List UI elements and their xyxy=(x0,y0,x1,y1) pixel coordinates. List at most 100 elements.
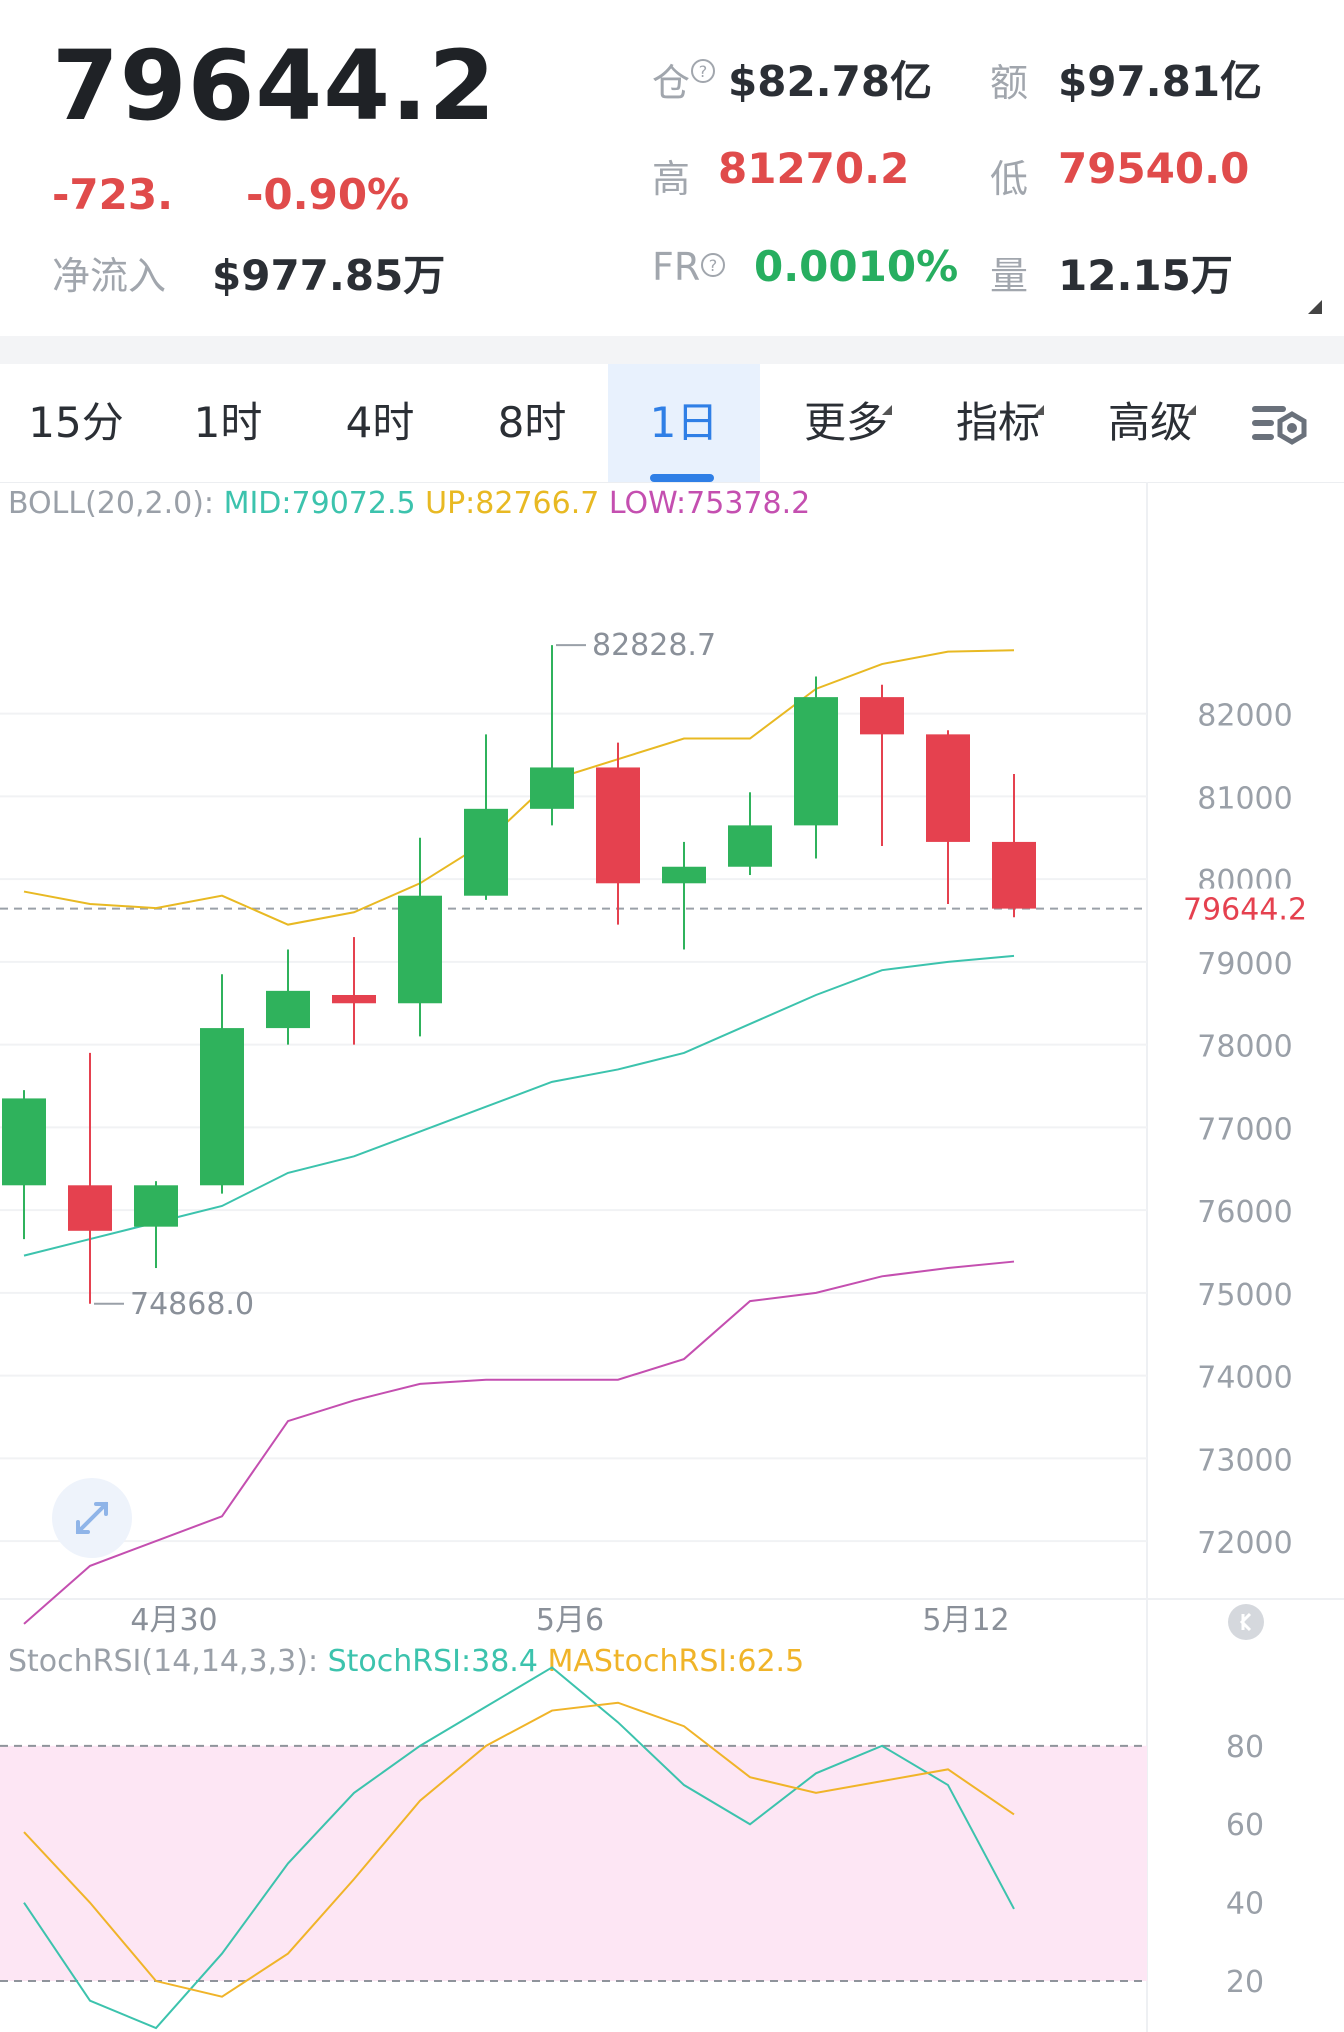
y-tick-label: 78000 xyxy=(1197,1030,1292,1065)
collapse-corner-icon[interactable] xyxy=(1308,300,1322,314)
candle xyxy=(794,676,838,859)
tab-1h[interactable]: 1时 xyxy=(152,364,304,482)
turnover-value: $97.81亿 xyxy=(1058,57,1263,106)
y-tick-label: 72000 xyxy=(1197,1526,1292,1561)
interval-tabs: 15分 1时 4时 8时 1日 更多 指标 高级 xyxy=(0,364,1344,483)
candle xyxy=(860,684,904,847)
help-icon[interactable]: ? xyxy=(690,58,716,84)
boll-legend: BOLL(20,2.0): MID:79072.5 UP:82766.7 LOW… xyxy=(8,486,810,521)
y-tick-label: 20 xyxy=(1226,1965,1264,2000)
candle xyxy=(596,742,640,925)
price-change-pct: -0.90% xyxy=(246,170,410,219)
svg-text:?: ? xyxy=(709,256,718,275)
boll-legend-name: BOLL(20,2.0): xyxy=(8,486,215,521)
svg-text:?: ? xyxy=(699,62,708,81)
open-interest-label: 仓 xyxy=(652,61,691,105)
candle-body xyxy=(332,994,376,1004)
dropdown-corner-icon xyxy=(1034,405,1044,415)
candle-body xyxy=(728,825,772,867)
current-price-label: 79644.2 xyxy=(1183,893,1307,928)
stochrsi-label: StochRSI:38.4 xyxy=(327,1644,538,1679)
open-interest-value: $82.78亿 xyxy=(728,57,933,106)
mastochrsi-label: MAStochRSI:62.5 xyxy=(547,1644,805,1679)
tab-label: 1日 xyxy=(649,398,719,447)
tab-label: 15分 xyxy=(28,398,124,447)
y-tick-label: 76000 xyxy=(1197,1195,1292,1230)
volume-value: 12.15万 xyxy=(1058,251,1233,300)
section-divider xyxy=(0,336,1344,364)
high-label: 高 xyxy=(652,157,691,201)
candle-body xyxy=(68,1185,112,1231)
netflow-value: $977.85万 xyxy=(212,251,446,300)
boll-lower-line xyxy=(23,1260,1015,1625)
candle-body xyxy=(530,767,574,809)
help-icon[interactable]: ? xyxy=(700,252,726,278)
tab-advanced[interactable]: 高级 xyxy=(1074,364,1226,482)
funding-rate-label: FR xyxy=(652,245,701,289)
active-tab-indicator xyxy=(650,474,714,482)
candle xyxy=(728,792,772,876)
x-tick-label: 5月6 xyxy=(536,1603,604,1638)
stochrsi-line xyxy=(23,1666,1015,2030)
candle xyxy=(134,1181,178,1269)
tab-label: 4时 xyxy=(345,398,415,447)
candle-body xyxy=(398,895,442,1004)
boll-mid-label: MID:79072.5 xyxy=(223,486,416,521)
low-label: 低 xyxy=(990,157,1029,201)
y-tick-label: 75000 xyxy=(1197,1278,1292,1313)
candle xyxy=(530,645,574,826)
candle-body xyxy=(596,767,640,884)
expand-icon[interactable] xyxy=(52,1478,132,1558)
double-left-icon[interactable] xyxy=(1228,1604,1264,1640)
turnover-label: 额 xyxy=(990,61,1029,105)
candle-body xyxy=(860,697,904,735)
candle xyxy=(926,730,970,904)
y-tick-label: 74000 xyxy=(1197,1361,1292,1396)
tab-more[interactable]: 更多 xyxy=(770,364,922,482)
candle xyxy=(398,837,442,1037)
boll-low-label: LOW:75378.2 xyxy=(608,486,811,521)
tab-8h[interactable]: 8时 xyxy=(456,364,608,482)
min-price-label: 74868.0 xyxy=(130,1287,254,1322)
stochrsi-chart[interactable]: 80 60 40 20 xyxy=(0,1640,1344,2032)
candle-body xyxy=(662,866,706,884)
candle-body xyxy=(134,1185,178,1227)
boll-up-label: UP:82766.7 xyxy=(425,486,600,521)
volume-label: 量 xyxy=(990,254,1029,298)
y-tick-label: 40 xyxy=(1226,1887,1264,1922)
candle xyxy=(332,937,376,1045)
candle-body xyxy=(992,841,1036,909)
y-tick-label: 82000 xyxy=(1197,699,1292,734)
last-price: 79644.2 xyxy=(52,30,497,142)
chart-settings-icon[interactable] xyxy=(1250,400,1310,450)
tab-15m[interactable]: 15分 xyxy=(0,364,152,482)
candle-body xyxy=(200,1028,244,1186)
dropdown-corner-icon xyxy=(1186,405,1196,415)
tab-label: 更多 xyxy=(804,398,892,447)
candle xyxy=(662,841,706,950)
y-tick-label: 60 xyxy=(1226,1808,1264,1843)
candle-body xyxy=(2,1098,46,1186)
x-tick-label: 5月12 xyxy=(922,1603,1009,1638)
y-tick-label: 81000 xyxy=(1197,781,1292,816)
tab-label: 高级 xyxy=(1108,398,1196,447)
low-value: 79540.0 xyxy=(1058,144,1250,193)
tab-label: 1时 xyxy=(193,398,263,447)
max-price-label: 82828.7 xyxy=(592,628,716,663)
candle-body xyxy=(464,808,508,896)
tab-1d[interactable]: 1日 xyxy=(608,364,760,482)
candle xyxy=(464,734,508,900)
x-tick-label: 4月30 xyxy=(130,1603,217,1638)
price-change: -723. xyxy=(52,170,174,219)
tab-indicators[interactable]: 指标 xyxy=(922,364,1074,482)
candle xyxy=(2,1090,46,1240)
tab-label: 8时 xyxy=(497,398,567,447)
high-value: 81270.2 xyxy=(718,144,910,193)
netflow-label: 净流入 xyxy=(52,254,167,298)
tab-label: 指标 xyxy=(956,398,1044,447)
candlestick-chart[interactable]: 8200081000800007900078000770007600075000… xyxy=(0,482,1344,1640)
y-tick-label: 73000 xyxy=(1197,1443,1292,1478)
current-price-tag xyxy=(1150,888,1344,929)
tab-4h[interactable]: 4时 xyxy=(304,364,456,482)
dropdown-corner-icon xyxy=(882,405,892,415)
